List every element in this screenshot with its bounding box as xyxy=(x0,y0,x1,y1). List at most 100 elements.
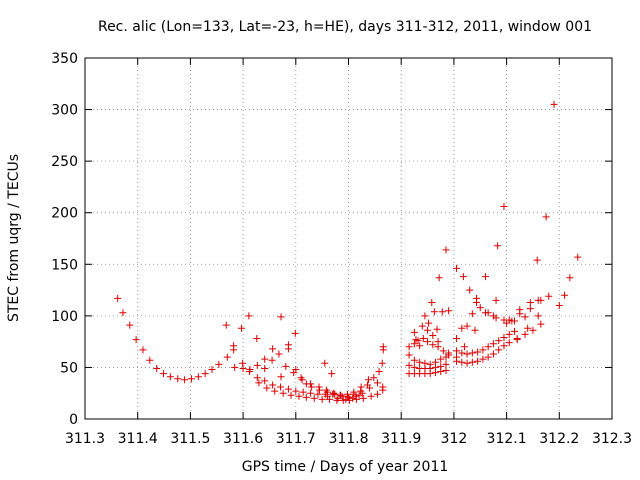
data-point xyxy=(500,334,508,342)
data-point xyxy=(328,370,336,378)
data-point xyxy=(550,100,558,108)
data-point xyxy=(174,375,182,383)
data-point xyxy=(466,286,474,294)
y-tick-label: 150 xyxy=(51,257,78,273)
data-point xyxy=(295,392,303,400)
data-point xyxy=(299,388,307,396)
y-tick-label: 350 xyxy=(51,51,78,67)
data-point xyxy=(479,355,487,363)
data-point xyxy=(453,264,461,272)
data-point xyxy=(318,395,326,403)
data-point xyxy=(516,310,524,318)
data-point xyxy=(500,203,508,211)
data-point xyxy=(426,370,434,378)
data-point xyxy=(277,313,285,321)
data-point xyxy=(277,373,285,381)
data-point xyxy=(460,343,468,351)
axis-ticks xyxy=(84,57,613,420)
data-point xyxy=(160,370,168,378)
data-point xyxy=(473,298,481,306)
data-point xyxy=(463,350,471,358)
data-point xyxy=(534,296,542,304)
data-point xyxy=(275,350,283,358)
data-point xyxy=(253,361,261,369)
data-point xyxy=(132,336,140,344)
y-tick-label: 100 xyxy=(51,309,78,325)
data-point xyxy=(453,335,461,343)
data-point xyxy=(255,379,263,387)
data-point xyxy=(458,349,466,357)
data-point xyxy=(521,313,529,321)
data-point xyxy=(298,376,306,384)
data-point xyxy=(508,317,516,325)
data-point xyxy=(379,346,387,354)
x-tick-label: 312.3 xyxy=(592,431,632,447)
data-point xyxy=(357,383,365,391)
data-point xyxy=(284,345,292,353)
data-point xyxy=(366,384,374,392)
data-point xyxy=(230,346,238,354)
data-point xyxy=(181,376,189,384)
y-tick-label: 300 xyxy=(51,103,78,119)
data-point xyxy=(338,392,346,400)
data-point xyxy=(463,322,471,330)
data-point xyxy=(139,346,147,354)
data-point xyxy=(482,309,490,317)
data-point xyxy=(489,350,497,358)
data-point xyxy=(261,377,269,385)
data-point xyxy=(494,242,502,250)
data-point xyxy=(291,329,299,337)
data-point xyxy=(271,387,279,395)
data-point xyxy=(421,312,429,320)
data-point xyxy=(342,395,350,403)
data-point xyxy=(330,389,338,397)
data-points xyxy=(114,100,582,404)
data-point xyxy=(484,353,492,361)
data-point xyxy=(566,274,574,282)
data-point xyxy=(453,353,461,361)
data-point xyxy=(166,373,174,381)
data-point xyxy=(526,298,534,306)
x-tick-label: 311.7 xyxy=(276,431,316,447)
data-point xyxy=(302,380,310,388)
x-tick-label: 311.3 xyxy=(65,431,105,447)
data-point xyxy=(316,386,324,394)
data-point xyxy=(239,359,247,367)
data-point xyxy=(349,394,357,402)
x-tick-label: 311.9 xyxy=(381,431,421,447)
data-point xyxy=(437,355,445,363)
data-point xyxy=(476,304,484,312)
x-tick-label: 311.6 xyxy=(223,431,263,447)
data-point xyxy=(453,347,461,355)
data-point xyxy=(410,328,418,336)
data-point xyxy=(442,246,450,254)
data-point xyxy=(434,338,442,346)
data-point xyxy=(375,368,383,376)
data-point xyxy=(442,360,450,368)
y-tick-label: 0 xyxy=(69,412,78,428)
data-point xyxy=(315,383,323,391)
data-point xyxy=(529,326,537,334)
data-point xyxy=(331,390,339,398)
data-point xyxy=(405,361,413,369)
data-point xyxy=(418,322,426,330)
data-point xyxy=(405,351,413,359)
data-point xyxy=(474,348,482,356)
data-point xyxy=(268,356,276,364)
data-point xyxy=(373,379,381,387)
data-point xyxy=(370,374,378,382)
x-axis-title: GPS time / Days of year 2011 xyxy=(242,459,449,475)
data-point xyxy=(253,335,261,343)
data-point xyxy=(263,384,271,392)
data-point xyxy=(245,312,253,320)
data-point xyxy=(437,368,445,376)
data-point xyxy=(284,385,292,393)
y-tick-label: 50 xyxy=(60,360,78,376)
data-point xyxy=(561,291,569,299)
x-tick-label: 311.4 xyxy=(118,431,158,447)
data-point xyxy=(524,324,532,332)
data-point xyxy=(405,343,413,351)
data-point xyxy=(435,274,443,282)
data-point xyxy=(533,256,541,264)
data-point xyxy=(474,357,482,365)
